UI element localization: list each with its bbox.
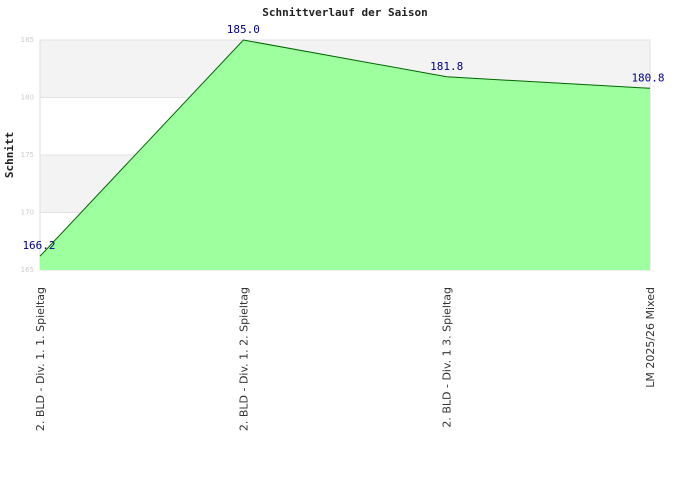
y-tick-label: 175 <box>21 151 34 159</box>
x-tick-label: 2. BLD - Div. 1. 2. Spieltag <box>237 287 250 431</box>
value-label: 181.8 <box>430 60 463 73</box>
y-axis-label: Schnitt <box>3 132 16 178</box>
x-tick-label: LM 2025/26 Mixed <box>644 287 657 388</box>
area <box>40 40 650 270</box>
x-tick-label: 2. BLD - Div. 1 3. Spieltag <box>441 287 454 428</box>
value-label: 180.8 <box>631 71 664 84</box>
value-label: 185.0 <box>227 23 260 36</box>
y-tick-label: 180 <box>21 94 34 102</box>
chart-title: Schnittverlauf der Saison <box>262 6 428 19</box>
line <box>39 39 651 257</box>
y-tick-label: 185 <box>21 36 34 44</box>
value-label: 166.2 <box>22 239 55 252</box>
y-tick-label: 165 <box>21 266 34 274</box>
y-tick-label: 170 <box>21 209 34 217</box>
x-tick-label: 2. BLD - Div. 1. 1. Spieltag <box>34 287 47 431</box>
